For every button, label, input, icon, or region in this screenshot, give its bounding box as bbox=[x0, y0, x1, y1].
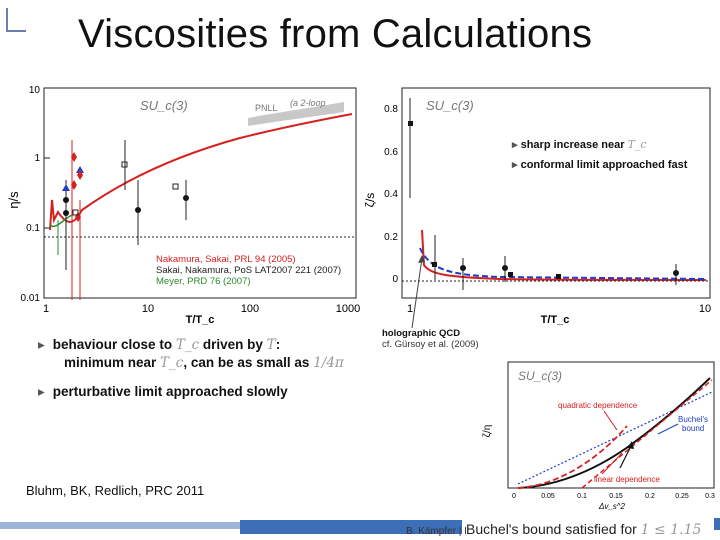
right-blue-dashed-curve bbox=[419, 247, 707, 280]
bullet-behaviour: ▸ behaviour close to T_c driven by T: bbox=[38, 336, 280, 354]
holo-title: holographic QCD bbox=[382, 328, 460, 339]
linear-label: linear dependence bbox=[594, 475, 660, 484]
left-x-tick: 1000 bbox=[336, 303, 360, 315]
holo-ref: cf. Gürsoy et al. (2009) bbox=[382, 339, 479, 350]
right-y-tick: 0.4 bbox=[384, 189, 398, 200]
bullet-math: T bbox=[266, 337, 276, 353]
left-x-tick: 100 bbox=[241, 303, 259, 315]
corner-decoration bbox=[6, 8, 26, 32]
right-y-tick: 0.8 bbox=[384, 104, 398, 115]
holo-arrow bbox=[411, 257, 423, 329]
right-y-tick: 0.2 bbox=[384, 232, 398, 243]
right-plot-bullet: ▸ conformal limit approached fast bbox=[511, 159, 688, 171]
inset-x-tick: 0 bbox=[512, 493, 516, 500]
inset-x-tick: 0.05 bbox=[541, 493, 555, 500]
right-x-label: T/T_c bbox=[541, 314, 570, 326]
bullet-minimum: minimum near T_c, can be as small as 1/4… bbox=[64, 354, 344, 372]
pnll-band bbox=[248, 102, 344, 126]
bullet-text: perturbative limit approached slowly bbox=[52, 384, 288, 399]
right-x-tick: 1 bbox=[407, 303, 413, 315]
left-x-label: T/T_c bbox=[186, 314, 215, 325]
pnll-label: PNLL bbox=[255, 103, 278, 113]
left-group-label: SU_c(3) bbox=[140, 98, 188, 113]
pnll-paren: (a 2-loop bbox=[290, 98, 326, 108]
inset-x-tick: 0.25 bbox=[675, 493, 689, 500]
left-data-points bbox=[57, 140, 189, 300]
quadratic-label: quadratic dependence bbox=[558, 401, 638, 410]
footer-note: Buchel's bound satisfied for 1 ≤ 1.15 T_… bbox=[466, 521, 720, 540]
inset-x-tick: 0.15 bbox=[609, 493, 623, 500]
footer-bar bbox=[0, 518, 720, 540]
slide-title: Viscosities from Calculations bbox=[78, 12, 593, 56]
buchel-label-2: bound bbox=[682, 424, 704, 433]
inset-x-tick: 0.1 bbox=[577, 493, 587, 500]
right-y-tick: 0 bbox=[392, 274, 398, 285]
bullet-text: : bbox=[275, 337, 281, 352]
bullet-text: driven by bbox=[199, 337, 267, 352]
left-y-tick: 10 bbox=[29, 85, 41, 96]
left-y-tick: 0.1 bbox=[26, 223, 40, 234]
inset-x-tick: 0.2 bbox=[645, 493, 655, 500]
left-y-label: η/s bbox=[6, 191, 21, 209]
inset-x-tick: 0.3 bbox=[705, 493, 715, 500]
citation: Bluhm, BK, Redlich, PRC 2011 bbox=[26, 483, 205, 498]
bullet-arrow-icon: ▸ bbox=[38, 337, 45, 352]
footer-note-text: Buchel's bound satisfied for bbox=[466, 521, 641, 537]
eta-over-s-plot: 10 1 0.1 0.01 1 10 100 1000 T/T_c η/s SU… bbox=[6, 85, 360, 325]
left-plot-frame bbox=[43, 87, 357, 299]
right-group-label: SU_c(3) bbox=[426, 98, 474, 113]
left-legend-entry: Nakamura, Sakai, PRL 94 (2005) bbox=[156, 254, 296, 265]
right-x-tick: 10 bbox=[699, 303, 711, 315]
right-plot-bullet: ▸ sharp increase near T_c bbox=[511, 138, 647, 151]
bullet-text: , can be as small as bbox=[183, 355, 314, 370]
left-x-tick: 10 bbox=[142, 303, 154, 315]
zeta-over-eta-inset: SU_c(3) ζ/η quadratic dependence linear … bbox=[482, 361, 715, 511]
bullet-text: minimum near bbox=[64, 355, 161, 370]
inset-frame bbox=[507, 361, 715, 489]
left-x-tick: 1 bbox=[43, 303, 49, 315]
green-curve bbox=[49, 214, 73, 227]
bullet-math: T_c bbox=[160, 355, 184, 371]
left-legend-entry: Sakai, Nakamura, PoS LAT2007 221 (2007) bbox=[156, 265, 341, 276]
bullet-math: 1/4π bbox=[313, 355, 344, 371]
right-y-label: ζ/s bbox=[363, 193, 377, 208]
bullet-math: T_c bbox=[175, 337, 200, 353]
buchel-label: Buchel's bbox=[678, 415, 708, 424]
inset-black-curve bbox=[517, 377, 711, 489]
linear-dashed bbox=[581, 379, 713, 489]
right-y-tick: 0.6 bbox=[384, 147, 398, 158]
right-plot-frame bbox=[401, 87, 711, 299]
bullet-text: behaviour close to bbox=[52, 337, 176, 352]
left-y-tick: 0.01 bbox=[21, 293, 41, 304]
bullet-perturbative: ▸ perturbative limit approached slowly bbox=[38, 383, 288, 401]
inset-x-label: Δv_s^2 bbox=[598, 502, 626, 511]
bullet-arrow-icon: ▸ bbox=[38, 384, 45, 399]
red-curve bbox=[49, 113, 353, 231]
left-legend-entry: Meyer, PRD 76 (2007) bbox=[156, 276, 251, 287]
zeta-over-s-plot: 0.8 0.6 0.4 0.2 0 1 10 T/T_c ζ/s SU_c(3)… bbox=[363, 87, 711, 350]
footer-author: B. Kämpfer | I bbox=[406, 526, 467, 537]
right-data-points bbox=[408, 98, 679, 290]
inset-group-label: SU_c(3) bbox=[518, 369, 562, 383]
inset-y-label: ζ/η bbox=[482, 425, 493, 438]
quadratic-dashed bbox=[517, 425, 628, 489]
right-red-curve bbox=[421, 229, 707, 281]
left-y-tick: 1 bbox=[34, 153, 40, 164]
